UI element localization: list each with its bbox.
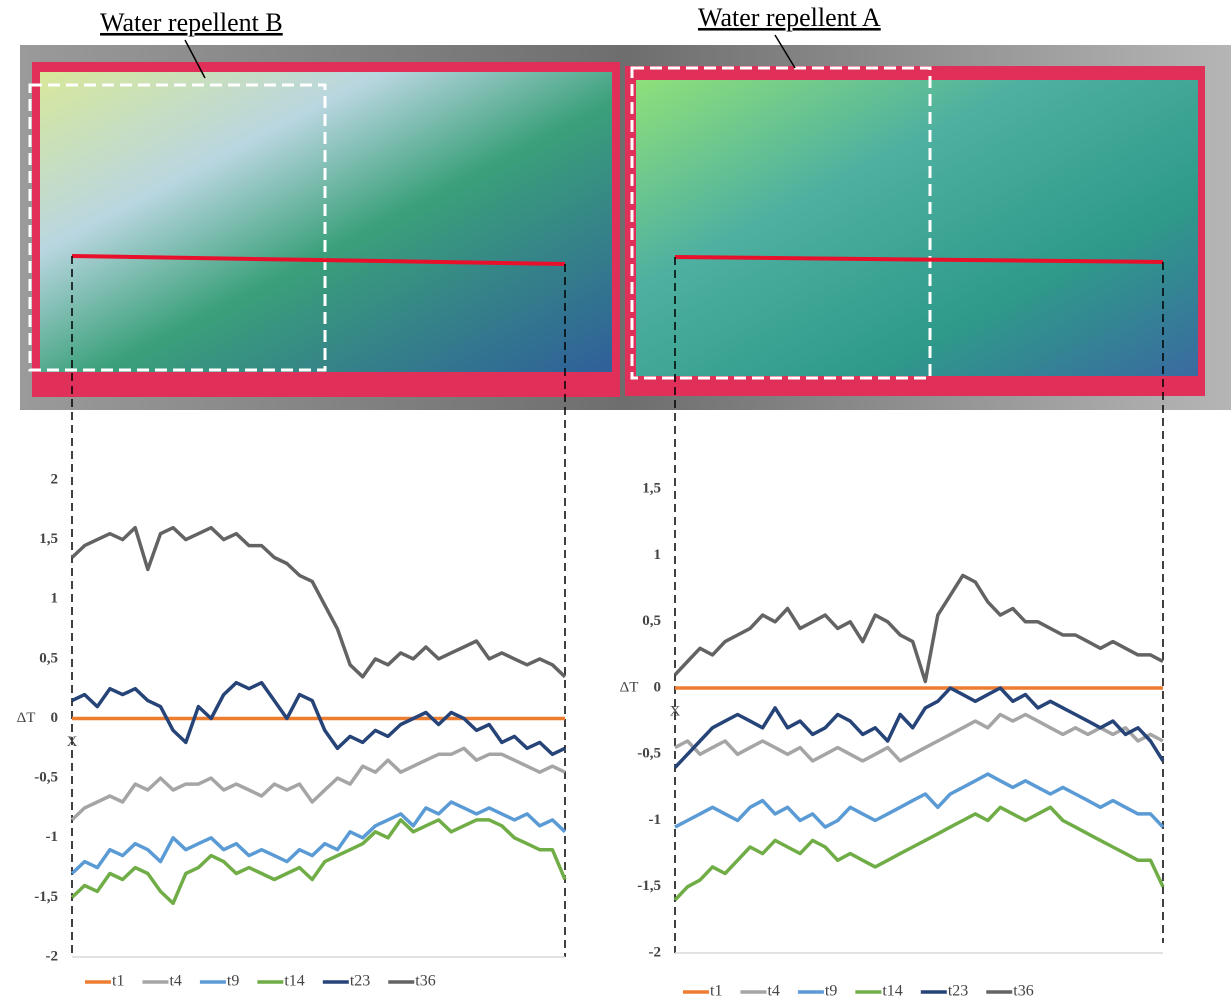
annotation: Water repellent A bbox=[698, 3, 881, 32]
series-line bbox=[70, 818, 567, 906]
series-line bbox=[673, 573, 1164, 684]
y-tick-label: 0 bbox=[654, 679, 662, 695]
series-line bbox=[70, 800, 567, 875]
y-tick-label: -1 bbox=[46, 829, 59, 845]
y-tick-label: -0,5 bbox=[637, 746, 661, 762]
series-line bbox=[70, 525, 567, 679]
legend-label: t1 bbox=[112, 973, 124, 990]
y-tick-label: 0,5 bbox=[642, 613, 661, 629]
dashed-box bbox=[28, 83, 327, 372]
profile-line bbox=[674, 255, 1164, 264]
y-tick-label: -1,5 bbox=[637, 878, 661, 894]
legend-label: t14 bbox=[284, 973, 304, 990]
legend-label: t14 bbox=[882, 983, 902, 1000]
legend-label: t36 bbox=[1013, 983, 1033, 1000]
series-line bbox=[71, 680, 566, 757]
legend-label: t9 bbox=[227, 973, 239, 990]
y-tick-label: 1 bbox=[654, 547, 662, 563]
legend-label: t9 bbox=[825, 983, 837, 1000]
specimen-a bbox=[636, 80, 1198, 376]
y-axis-label: ΔT bbox=[620, 679, 639, 695]
y-tick-label: -2 bbox=[649, 944, 662, 960]
series-line bbox=[673, 805, 1165, 902]
series-line bbox=[674, 712, 1164, 763]
guide-lines bbox=[71, 256, 1164, 957]
y-axis-label: ΔT bbox=[17, 710, 36, 726]
leader-line bbox=[184, 39, 206, 79]
legend-label: t4 bbox=[767, 983, 779, 1000]
annotation: Water repellent B bbox=[100, 8, 283, 37]
series-line bbox=[674, 772, 1165, 829]
series-line bbox=[70, 746, 566, 822]
legend-label: t23 bbox=[350, 973, 370, 990]
legend-label: t4 bbox=[169, 973, 181, 990]
y-tick-label: 0 bbox=[51, 710, 59, 726]
legend-label: t1 bbox=[710, 983, 722, 1000]
y-tick-label: -1 bbox=[649, 812, 662, 828]
x-axis-label: X bbox=[670, 703, 681, 719]
legend-label: t23 bbox=[948, 983, 968, 1000]
profile-line bbox=[71, 254, 566, 266]
y-tick-label: 1,5 bbox=[39, 531, 58, 547]
y-tick-label: 1,5 bbox=[642, 481, 661, 497]
y-tick-label: 1 bbox=[51, 591, 59, 607]
dashed-box bbox=[630, 66, 932, 380]
y-tick-label: 2 bbox=[51, 471, 59, 487]
y-tick-label: -0,5 bbox=[34, 770, 58, 786]
photo bbox=[20, 45, 1231, 410]
leader-line bbox=[774, 34, 796, 69]
y-tick-label: -1,5 bbox=[34, 889, 58, 905]
legend-label: t36 bbox=[415, 973, 435, 990]
series-line bbox=[673, 686, 1165, 769]
y-tick-label: -2 bbox=[46, 948, 59, 964]
y-tick-label: 0,5 bbox=[39, 650, 58, 666]
x-axis-label: X bbox=[67, 734, 78, 750]
